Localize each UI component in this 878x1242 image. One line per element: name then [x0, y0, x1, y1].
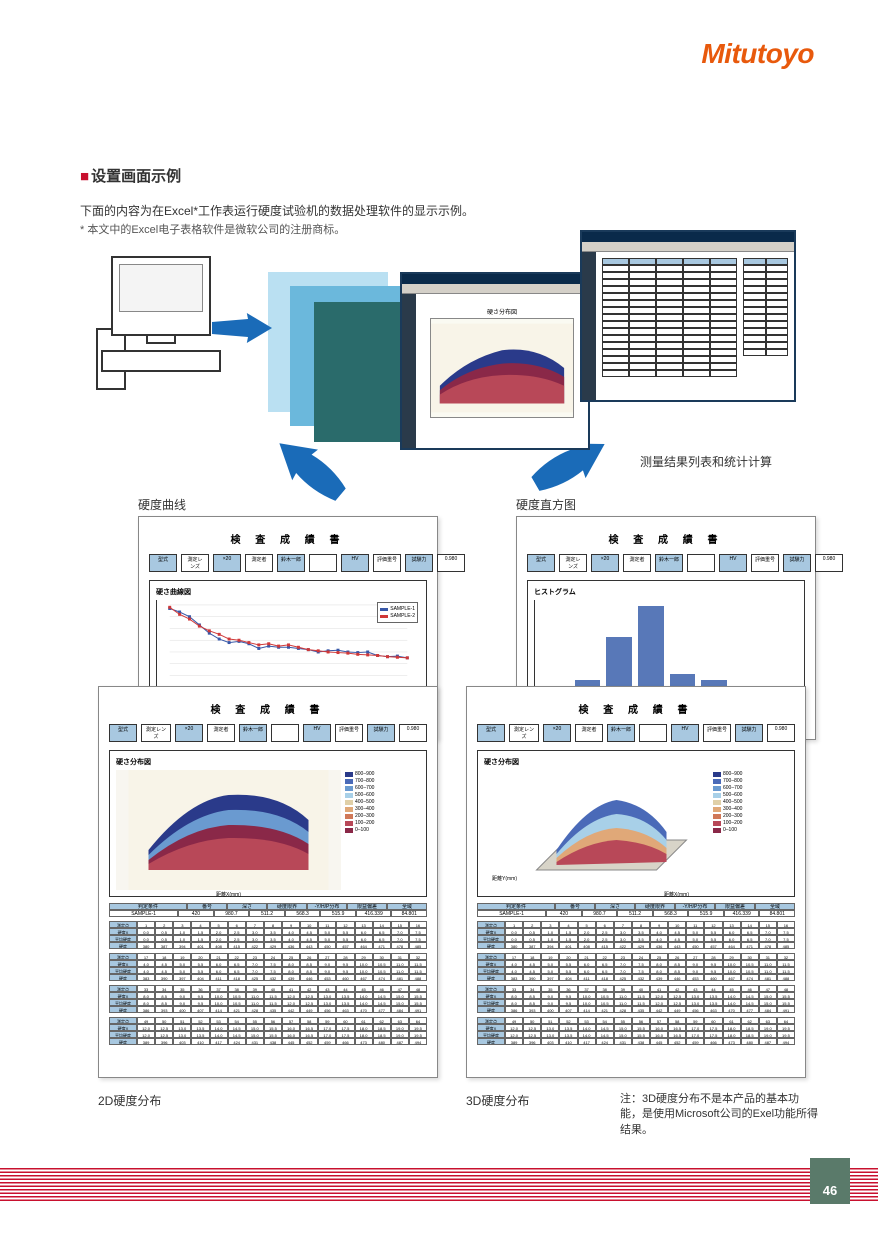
bullet-icon: ■: [80, 168, 89, 185]
contour-chart: [431, 319, 573, 417]
section-heading: ■设置画面示例: [80, 165, 181, 186]
keyboard-icon: [101, 350, 221, 372]
report-2d-distribution: 検 査 成 績 書 型式測定レンズ×20測定者鈴木一郎HV評価重号試験力0.98…: [98, 686, 438, 1078]
footnote-3d: 注：3D硬度分布不是本产品的基本功能，是使用Microsoft公司的Exel功能…: [620, 1092, 820, 1138]
computer-illustration: [96, 256, 226, 396]
footer-decoration: [0, 1168, 878, 1202]
contour-2d-chart: 距離X(mm): [116, 770, 341, 890]
label-2d-dist: 2D硬度分布: [98, 1092, 161, 1109]
label-hardness-curve: 硬度曲线: [138, 496, 186, 513]
report-3d-distribution: 検 査 成 績 書 型式測定レンズ×20測定者鈴木一郎HV評価重号試験力0.98…: [466, 686, 806, 1078]
label-3d-dist: 3D硬度分布: [466, 1092, 529, 1109]
arrow-icon: [212, 310, 272, 346]
intro-text: 下面的内容为在Excel*工作表运行硬度试验机的数据处理软件的显示示例。: [80, 202, 474, 220]
excel-screenshot-table: [580, 230, 796, 402]
line-chart: SAMPLE-1 SAMPLE-2: [156, 600, 420, 700]
page-number: 46: [810, 1158, 850, 1204]
histogram-chart: [534, 600, 798, 700]
monitor-icon: [111, 256, 211, 336]
brand-logo: Mitutoyo: [701, 38, 814, 70]
label-result-list: 测量结果列表和统计计算: [640, 453, 772, 470]
legend-2d: 800–900700–800600–700500–600400–500300–4…: [345, 770, 420, 890]
label-hardness-histogram: 硬度直方图: [516, 496, 576, 513]
trademark-note: * 本文中的Excel电子表格软件是微软公司的注册商标。: [80, 221, 345, 237]
surface-3d-chart: 距離X(mm) 距離Y(mm): [484, 770, 709, 890]
legend-3d: 800–900700–800600–700500–600400–500300–4…: [713, 770, 788, 890]
chart-legend: SAMPLE-1 SAMPLE-2: [377, 602, 418, 623]
excel-screenshot-chart: 硬さ分布図: [400, 272, 590, 450]
